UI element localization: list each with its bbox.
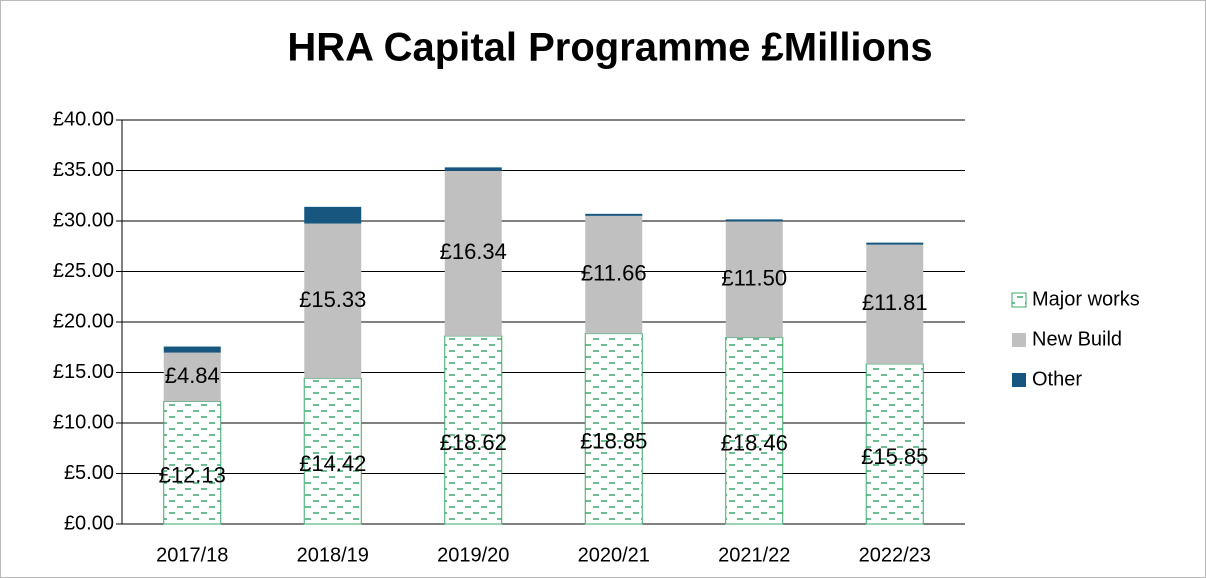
bar-segment <box>585 215 643 334</box>
bar-segment <box>725 337 784 525</box>
data-label: £11.50 <box>721 265 787 290</box>
data-label: £14.42 <box>299 451 366 476</box>
legend-label: New Build <box>1032 328 1122 350</box>
data-label: £11.81 <box>862 290 928 315</box>
legend-swatch <box>1011 292 1027 308</box>
bar-segment <box>163 346 221 353</box>
y-tick-label: £25.00 <box>53 260 114 282</box>
legend-label: Major works <box>1032 288 1140 310</box>
bar-segment <box>866 244 924 364</box>
y-tick-label: £15.00 <box>53 361 114 383</box>
x-tick-label: 2020/21 <box>578 544 650 566</box>
y-tick-label: £5.00 <box>64 462 114 484</box>
data-label: £15.33 <box>299 287 366 312</box>
bar-segment <box>304 223 362 379</box>
data-label: £12.13 <box>159 463 226 488</box>
y-tick-label: £20.00 <box>53 310 114 332</box>
bar-segment <box>444 335 503 525</box>
data-label: £11.66 <box>581 261 647 286</box>
bar-segment <box>444 167 502 171</box>
legend-swatch <box>1012 373 1026 387</box>
data-label: £18.62 <box>440 430 507 455</box>
y-tick-label: £30.00 <box>53 209 114 231</box>
legend-label: Other <box>1032 368 1082 390</box>
bar-segment <box>865 363 924 525</box>
x-tick-label: 2021/22 <box>718 544 790 566</box>
bar-segment <box>584 333 643 525</box>
y-tick-label: £40.00 <box>53 108 114 130</box>
x-tick-label: 2022/23 <box>859 544 931 566</box>
bar-segment <box>303 377 362 525</box>
x-tick-label: 2019/20 <box>437 544 509 566</box>
data-label: £15.85 <box>861 444 928 469</box>
y-tick-label: £35.00 <box>53 159 114 181</box>
bar-segment <box>163 352 221 402</box>
bar-segment <box>163 400 222 525</box>
bar-segment <box>304 206 362 224</box>
legend-swatch <box>1012 333 1026 347</box>
data-label: £18.46 <box>721 431 788 456</box>
x-tick-label: 2017/18 <box>156 544 228 566</box>
y-tick-label: £10.00 <box>53 411 114 433</box>
bar-segment <box>444 170 502 336</box>
x-tick-label: 2018/19 <box>297 544 369 566</box>
bar-segment <box>725 221 783 338</box>
bar-segment <box>866 242 924 245</box>
data-label: £16.34 <box>440 239 507 264</box>
y-tick-label: £0.00 <box>64 512 114 534</box>
data-label: £4.84 <box>165 363 220 388</box>
bar-segment <box>585 213 643 216</box>
data-label: £18.85 <box>580 429 647 454</box>
chart-title: HRA Capital Programme £Millions <box>287 26 932 70</box>
bar-segment <box>725 219 783 222</box>
